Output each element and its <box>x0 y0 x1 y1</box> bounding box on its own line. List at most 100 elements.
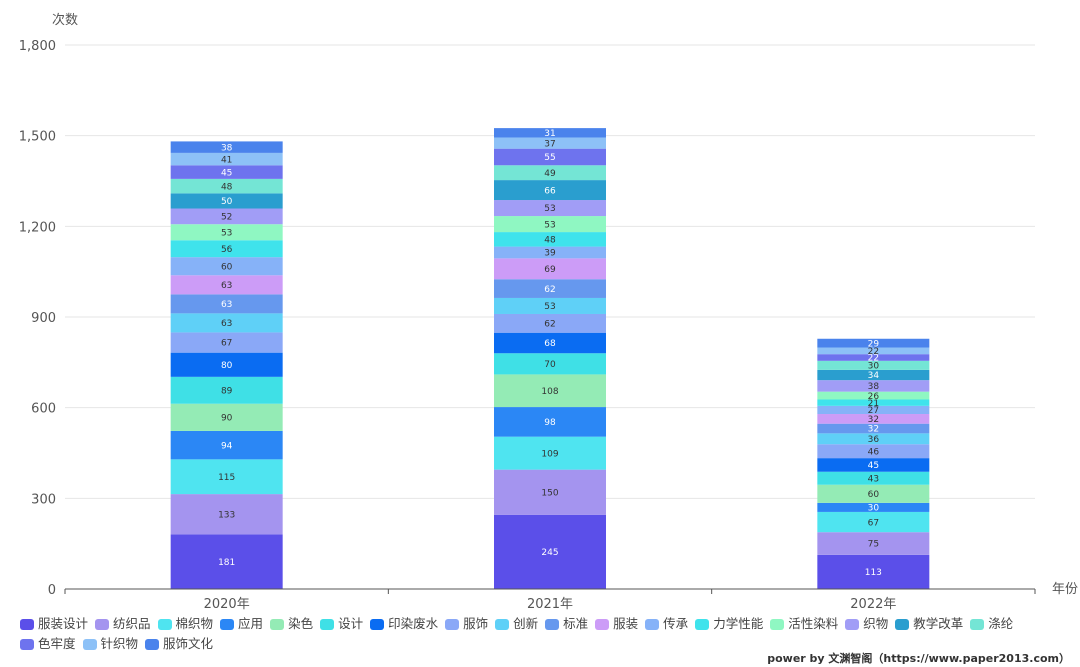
legend-label: 设计 <box>338 616 364 631</box>
legend-item[interactable]: 应用 <box>220 616 263 632</box>
bar-segment[interactable] <box>494 128 606 138</box>
legend-item[interactable]: 服装设计 <box>20 616 88 632</box>
bar-segment[interactable] <box>494 279 606 298</box>
legend-label: 服饰 <box>463 616 489 631</box>
bar-segment[interactable] <box>817 360 930 370</box>
bar-segment[interactable] <box>494 332 606 354</box>
bar-segment[interactable] <box>170 208 283 225</box>
legend-item[interactable]: 服饰 <box>445 616 488 632</box>
bar-segment[interactable] <box>494 353 606 375</box>
bar-segment[interactable] <box>170 275 283 295</box>
bar-value-label: 39 <box>544 249 556 259</box>
bar-segment[interactable] <box>494 313 606 333</box>
legend-item[interactable]: 染色 <box>270 616 313 632</box>
bar-segment[interactable] <box>494 165 606 181</box>
bar-segment[interactable] <box>817 399 930 406</box>
bar-segment[interactable] <box>170 193 283 209</box>
bar-segment[interactable] <box>817 414 930 424</box>
bar-segment[interactable] <box>817 444 930 459</box>
bar-value-label: 22 <box>868 354 879 364</box>
bar-segment[interactable] <box>817 338 930 348</box>
bar-segment[interactable] <box>817 471 930 485</box>
legend-item[interactable]: 活性染料 <box>770 616 838 632</box>
bar-segment[interactable] <box>170 240 283 258</box>
legend-label: 色牢度 <box>38 636 76 651</box>
legend-item[interactable]: 教学改革 <box>895 616 963 632</box>
legend-item[interactable]: 织物 <box>845 616 888 632</box>
bar-segment[interactable] <box>170 352 283 377</box>
bar-segment[interactable] <box>170 376 283 404</box>
legend-item[interactable]: 纺织品 <box>95 616 151 632</box>
bar-segment[interactable] <box>170 459 283 495</box>
bar-segment[interactable] <box>817 391 930 400</box>
legend-item[interactable]: 色牢度 <box>20 636 76 652</box>
legend-item[interactable]: 涤纶 <box>970 616 1013 632</box>
bar-value-label: 113 <box>865 568 882 578</box>
bar-segment[interactable] <box>494 514 606 589</box>
legend-item[interactable]: 服饰文化 <box>145 636 213 652</box>
bar-segment[interactable] <box>817 511 930 533</box>
bar-segment[interactable] <box>170 313 283 333</box>
bar-segment[interactable] <box>170 403 283 431</box>
bar-segment[interactable] <box>817 532 930 555</box>
bar-segment[interactable] <box>817 554 930 589</box>
bar-value-label: 90 <box>221 414 233 424</box>
legend-item[interactable]: 传承 <box>645 616 688 632</box>
legend-item[interactable]: 标准 <box>545 616 588 632</box>
bar-segment[interactable] <box>170 257 283 276</box>
bar-segment[interactable] <box>817 347 930 355</box>
bar-value-label: 62 <box>544 320 555 330</box>
bar-value-label: 109 <box>541 449 558 459</box>
legend-item[interactable]: 棉织物 <box>157 616 214 632</box>
bar-segment[interactable] <box>170 494 283 535</box>
bar-segment[interactable] <box>494 246 606 259</box>
legend-item[interactable]: 印染废水 <box>370 616 438 632</box>
bar-segment[interactable] <box>817 484 930 503</box>
legend-swatch <box>445 618 460 630</box>
bar-segment[interactable] <box>494 137 606 149</box>
bar-segment[interactable] <box>494 258 606 280</box>
bar-segment[interactable] <box>494 407 606 437</box>
bar-segment[interactable] <box>170 165 283 179</box>
legend-item[interactable]: 创新 <box>495 616 538 632</box>
legend-item[interactable]: 设计 <box>320 616 363 632</box>
bar-segment[interactable] <box>170 152 283 166</box>
bar-segment[interactable] <box>494 148 606 166</box>
bar-segment[interactable] <box>494 232 606 247</box>
bar-segment[interactable] <box>494 216 606 233</box>
bar-segment[interactable] <box>170 332 283 353</box>
bar-segment[interactable] <box>170 430 283 460</box>
y-tick-label: 900 <box>31 311 56 326</box>
bar-value-label: 56 <box>221 245 233 255</box>
legend-swatch <box>82 638 97 650</box>
bar-segment[interactable] <box>170 294 283 314</box>
bar-segment[interactable] <box>494 180 606 201</box>
legend-item[interactable]: 服装 <box>595 616 638 632</box>
bar-segment[interactable] <box>170 224 283 241</box>
bar-segment[interactable] <box>170 178 283 194</box>
bar-segment[interactable] <box>494 436 606 470</box>
bar-value-label: 89 <box>221 386 233 396</box>
bar-segment[interactable] <box>817 369 930 381</box>
legend-item[interactable]: 力学性能 <box>695 616 763 632</box>
bar-segment[interactable] <box>170 534 283 589</box>
bar-segment[interactable] <box>817 502 930 512</box>
bar-segment[interactable] <box>817 354 930 361</box>
bar-value-label: 94 <box>221 441 233 451</box>
bar-segment[interactable] <box>817 458 930 472</box>
bar-segment[interactable] <box>817 380 930 392</box>
legend-swatch <box>495 618 510 630</box>
bar-segment[interactable] <box>817 433 930 445</box>
legend-item[interactable]: 针织物 <box>82 636 138 652</box>
bar-segment[interactable] <box>494 374 606 408</box>
legend-swatch <box>970 618 985 630</box>
y-tick-label: 1,500 <box>19 130 56 145</box>
legend: 服装设计 纺织品 棉织物 应用 染色 设计 印染废水 服饰 创新 标准 服装 传承 力学性能 活性染料 织物… <box>20 616 1070 652</box>
bar-segment[interactable] <box>494 297 606 314</box>
bar-segment[interactable] <box>170 141 283 153</box>
bar-segment[interactable] <box>817 405 930 415</box>
bar-segment[interactable] <box>494 469 606 515</box>
legend-label: 棉织物 <box>175 616 214 631</box>
bar-segment[interactable] <box>817 423 930 434</box>
bar-segment[interactable] <box>494 200 606 217</box>
